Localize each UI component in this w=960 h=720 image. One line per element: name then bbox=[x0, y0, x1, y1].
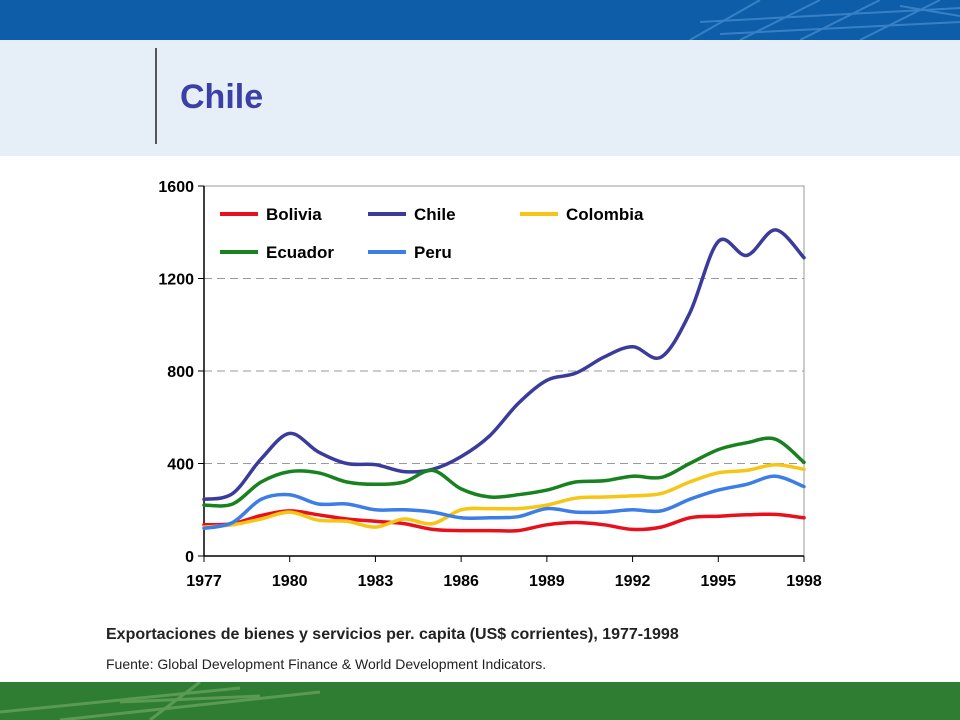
bottom-banner bbox=[0, 682, 960, 720]
banner-decoration bbox=[689, 0, 960, 40]
x-tick-label: 1998 bbox=[786, 573, 822, 590]
legend-label-bolivia: Bolivia bbox=[266, 205, 322, 224]
y-tick-label: 400 bbox=[167, 457, 194, 474]
series-line-chile bbox=[202, 228, 806, 502]
x-tick-label: 1980 bbox=[272, 573, 308, 590]
x-tick-label: 1983 bbox=[358, 573, 394, 590]
line-chart: 0 400 800 1200 1600 1977 1980 1983 1986 1989 1992 1… bbox=[158, 179, 822, 590]
x-tick-label: 1977 bbox=[186, 573, 222, 590]
slide-title: Chile bbox=[180, 78, 264, 116]
y-tick-label: 0 bbox=[185, 549, 194, 566]
series-line-ecuador bbox=[202, 436, 806, 508]
y-tick-label: 800 bbox=[167, 364, 194, 381]
x-tick-label: 1995 bbox=[700, 573, 736, 590]
y-tick-label: 1200 bbox=[158, 272, 194, 289]
legend-label-colombia: Colombia bbox=[566, 205, 644, 224]
title-divider bbox=[155, 48, 157, 144]
chart-source: Fuente: Global Development Finance & Wor… bbox=[106, 656, 547, 672]
top-banner bbox=[0, 0, 960, 40]
bottom-banner-decoration bbox=[0, 682, 321, 720]
x-tick-label: 1986 bbox=[443, 573, 479, 590]
legend-label-ecuador: Ecuador bbox=[266, 243, 334, 262]
series-line-colombia bbox=[202, 462, 806, 529]
x-tick-label: 1992 bbox=[615, 573, 651, 590]
chart-caption: Exportaciones de bienes y servicios per.… bbox=[106, 626, 679, 643]
legend-label-peru: Peru bbox=[414, 243, 452, 262]
series-line-bolivia bbox=[202, 509, 806, 533]
title-band bbox=[0, 40, 960, 156]
y-tick-label: 1600 bbox=[158, 179, 194, 196]
x-tick-label: 1989 bbox=[529, 573, 565, 590]
series-line-peru bbox=[202, 474, 806, 531]
legend-label-chile: Chile bbox=[414, 205, 456, 224]
